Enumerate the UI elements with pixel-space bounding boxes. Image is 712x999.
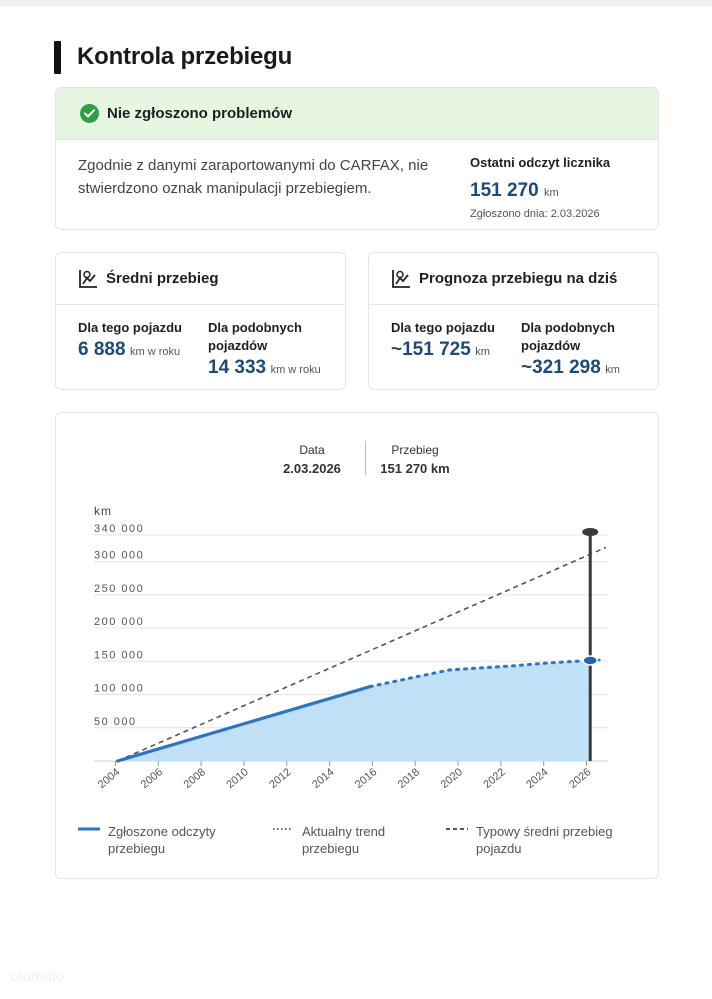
tooltip-date: Data 2.03.2026 — [266, 443, 358, 476]
y-tick-label: 150 000 — [94, 649, 144, 661]
avg-mileage-header: Średni przebieg — [56, 253, 345, 305]
forecast-this-value-line: ~151 725 km — [391, 339, 516, 361]
avg-this-label: Dla tego pojazdu — [78, 320, 182, 335]
forecast-header: Prognoza przebiegu na dziś — [369, 253, 658, 305]
tooltip-date-label: Data — [299, 443, 325, 457]
forecast-similar-value-line: ~321 298 km — [521, 357, 641, 379]
odometer-chart-icon — [79, 269, 97, 288]
legend-reported-label: Zgłoszone odczyty przebiegu — [108, 824, 216, 856]
odometer-value: 151 270 — [470, 180, 539, 201]
top-strip — [0, 0, 712, 6]
solid-line-icon — [78, 827, 100, 831]
tooltip-mileage-value: 151 270 km — [380, 461, 450, 476]
tooltip-mileage-label: Przebieg — [391, 443, 439, 457]
tooltip-mileage: Przebieg 151 270 km — [374, 443, 456, 476]
avg-mileage-card: Średni przebieg Dla tego pojazdu 6 888 k… — [55, 252, 346, 390]
tooltip-date-value: 2.03.2026 — [283, 461, 341, 476]
forecast-similar-label: Dla podobnych pojazdów — [521, 320, 615, 353]
x-tick-label: 2014 — [310, 766, 336, 791]
current-reading-point — [582, 655, 598, 666]
forecast-this-value: ~151 725 — [391, 339, 471, 360]
x-tick-label: 2008 — [182, 766, 208, 791]
x-tick-label: 2024 — [524, 766, 550, 791]
reported-date: Zgłoszono dnia: 2.03.2026 — [470, 208, 600, 220]
forecast-similar-unit: km — [605, 364, 620, 376]
x-tick-label: 2022 — [481, 766, 507, 791]
forecast-this-vehicle: Dla tego pojazdu ~151 725 km — [391, 319, 516, 361]
dashed-line-icon — [446, 828, 468, 830]
forecast-title: Prognoza przebiegu na dziś — [419, 270, 618, 287]
y-tick-label: 250 000 — [94, 583, 144, 595]
avg-similar-vehicles: Dla podobnych pojazdów 14 333 km w roku — [208, 319, 328, 379]
mileage-area — [117, 660, 591, 761]
avg-similar-label: Dla podobnych pojazdów — [208, 320, 302, 353]
y-tick-label: 300 000 — [94, 550, 144, 562]
avg-similar-value-line: 14 333 km w roku — [208, 357, 328, 379]
legend-typical-label: Typowy średni przebieg pojazdu — [476, 824, 613, 856]
forecast-similar-vehicles: Dla podobnych pojazdów ~321 298 km — [521, 319, 641, 379]
date-marker-handle — [582, 528, 599, 536]
x-tick-label: 2018 — [396, 766, 422, 791]
status-description: Zgodnie z danymi zaraportowanymi do CARF… — [78, 157, 429, 197]
y-tick-label: 200 000 — [94, 616, 144, 628]
odometer-unit: km — [543, 187, 559, 199]
reported-mileage-line — [115, 684, 372, 763]
avg-mileage-title: Średni przebieg — [106, 270, 219, 287]
check-circle-icon — [80, 104, 99, 123]
x-tick-label: 2012 — [267, 766, 293, 791]
y-axis-unit-label: km — [94, 504, 112, 518]
x-tick-label: 2020 — [439, 766, 465, 791]
x-tick-label: 2010 — [224, 766, 250, 791]
trend-mileage-line — [368, 658, 592, 689]
status-headline: Nie zgłoszono problemów — [107, 105, 293, 122]
mileage-chart[interactable]: 50 000 100 000 150 000 200 000 250 000 300 00… — [56, 413, 658, 813]
odometer-value-line: 151 270 km — [470, 180, 610, 202]
forecast-card: Prognoza przebiegu na dziś Dla tego poja… — [368, 252, 659, 390]
x-tick-label: 2016 — [353, 766, 379, 791]
legend-trend-label: Aktualny trend przebiegu — [302, 824, 386, 856]
title-accent-bar — [54, 40, 61, 74]
avg-this-unit: km w roku — [130, 346, 181, 358]
avg-this-value: 6 888 — [78, 339, 126, 360]
avg-this-value-line: 6 888 km w roku — [78, 339, 203, 361]
odometer-label: Ostatni odczyt licznika — [470, 155, 611, 170]
legend-reported: Zgłoszone odczyty przebiegu — [78, 823, 238, 857]
page-header: Kontrola przebiegu — [54, 40, 292, 74]
dotted-line-icon — [273, 828, 293, 830]
mileage-chart-card: Data 2.03.2026 Przebieg 151 270 km 50 00… — [55, 412, 659, 879]
page-title: Kontrola przebiegu — [77, 43, 293, 70]
odometer-block: Ostatni odczyt licznika 151 270 km Zgłos… — [470, 155, 610, 220]
x-tick-label: 2004 — [96, 766, 122, 791]
status-header: Nie zgłoszono problemów — [56, 88, 658, 140]
forecast-this-label: Dla tego pojazdu — [391, 320, 495, 335]
watermark: otomoto — [10, 968, 65, 985]
avg-this-vehicle: Dla tego pojazdu 6 888 km w roku — [78, 319, 203, 361]
y-tick-label: 100 000 — [94, 683, 144, 695]
odometer-chart-icon — [392, 269, 410, 288]
tooltip-divider — [365, 441, 366, 475]
x-tick-label: 2006 — [139, 766, 165, 791]
legend-trend: Aktualny trend przebiegu — [272, 823, 412, 857]
x-tick-label: 2026 — [567, 766, 593, 791]
legend-typical: Typowy średni przebieg pojazdu — [446, 823, 646, 857]
avg-similar-unit: km w roku — [270, 364, 321, 376]
y-tick-label: 340 000 — [94, 523, 144, 535]
avg-similar-value: 14 333 — [208, 357, 267, 378]
status-card: Nie zgłoszono problemów Zgodnie z danymi… — [55, 87, 659, 230]
y-tick-label: 50 000 — [94, 716, 137, 728]
forecast-similar-value: ~321 298 — [521, 357, 601, 378]
typical-mileage-line — [117, 546, 607, 762]
forecast-this-unit: km — [475, 346, 490, 358]
